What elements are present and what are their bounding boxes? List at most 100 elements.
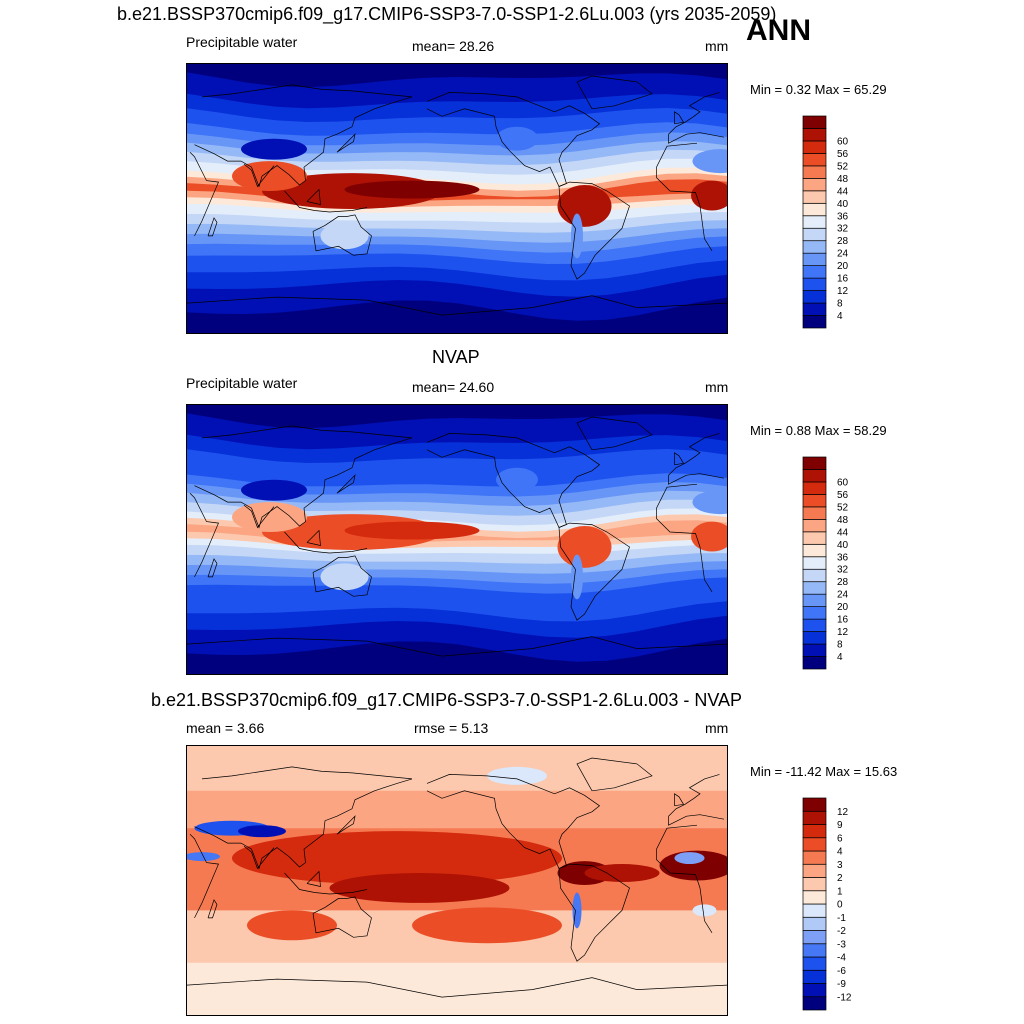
colorbar3-swatch xyxy=(802,903,827,918)
colorbar2-swatch xyxy=(802,631,827,645)
colorbar3-tick-label: 6 xyxy=(837,833,843,844)
panel2-map xyxy=(186,404,728,675)
field-contour-band xyxy=(187,962,727,1015)
colorbar2-swatch xyxy=(802,494,827,508)
coastline-segment xyxy=(201,766,720,817)
coastline-segment xyxy=(312,896,372,938)
colorbar2-swatch xyxy=(802,581,827,595)
colorbar1-swatch xyxy=(802,202,827,217)
coastline-segment xyxy=(243,163,275,188)
colorbar1-swatch xyxy=(802,227,827,242)
colorbar2-tick-label: 56 xyxy=(837,490,849,501)
field-warm-pool-core xyxy=(344,521,480,540)
colorbar3-tick-label: 12 xyxy=(837,807,849,818)
coastline-segment xyxy=(284,531,368,554)
coastline-segment xyxy=(306,529,321,546)
field-australia-dry xyxy=(320,222,369,250)
colorbar1-swatch xyxy=(802,128,827,142)
colorbar1-tick-label: 16 xyxy=(837,274,849,285)
field-tibet-dry xyxy=(241,479,307,501)
colorbar3-swatch xyxy=(802,916,827,931)
colorbar2-swatch xyxy=(802,618,827,632)
panel3-map xyxy=(186,745,728,1016)
field-warm-pool-core xyxy=(344,180,480,199)
colorbar3-swatch xyxy=(802,863,827,878)
field-diff-atlantic xyxy=(584,864,660,882)
colorbar2-swatch xyxy=(802,593,827,607)
colorbar3-swatch xyxy=(802,877,827,892)
colorbar3-swatch xyxy=(802,943,827,958)
colorbar3-tick-label: -6 xyxy=(837,966,846,977)
panel2-map-svg xyxy=(187,405,727,674)
colorbar1-tick-label: 44 xyxy=(837,186,849,197)
colorbar1-tick-label: 28 xyxy=(837,236,849,247)
field-africa-max xyxy=(691,521,727,552)
colorbar2-tick-label: 40 xyxy=(837,540,849,551)
colorbar3-tick-label: -4 xyxy=(837,953,846,964)
field-diff-indian-south xyxy=(247,910,337,941)
coastline-segment xyxy=(558,522,630,621)
coastline-segment xyxy=(194,778,725,870)
panel1-map-svg xyxy=(187,64,727,333)
colorbar2-swatch xyxy=(802,606,827,620)
colorbar1-swatch xyxy=(802,302,827,316)
coastline-segment xyxy=(194,96,725,188)
panel3-minmax-label: Min = -11.42 Max = 15.63 xyxy=(750,764,898,779)
coastline-segment xyxy=(201,425,720,476)
colorbar1-swatch xyxy=(802,277,827,291)
colorbar2-swatch xyxy=(802,506,827,520)
colorbar3-swatch xyxy=(802,996,827,1011)
colorbar3-swatch xyxy=(802,890,827,905)
panel2-minmax-label: Min = 0.88 Max = 58.29 xyxy=(750,423,887,438)
panel2-mean-label: mean= 24.60 xyxy=(412,379,495,395)
field-diff-himalaya-neg xyxy=(238,825,286,838)
colorbar1-swatch xyxy=(802,165,827,179)
field-sahara-dry xyxy=(692,149,727,174)
colorbar2-tick-label: 4 xyxy=(837,652,843,663)
colorbar3-tick-label: -12 xyxy=(837,992,852,1003)
panel2-title: NVAP xyxy=(432,347,480,367)
colorbar1-swatch xyxy=(802,153,827,167)
coastline-segment xyxy=(674,793,685,807)
panel1-colorbar: 4 8 12 16 20 24 28 32 36 40 44 48 52 56 60 xyxy=(802,115,849,329)
colorbar2-swatch xyxy=(802,543,827,558)
colorbar1-swatch xyxy=(802,215,827,229)
colorbar2-tick-label: 36 xyxy=(837,552,849,563)
field-rockies-dry xyxy=(496,126,538,151)
coastline-segment xyxy=(187,636,727,657)
colorbar3-swatch xyxy=(802,930,827,945)
field-africa-max xyxy=(691,180,727,211)
coastline-segment xyxy=(201,84,720,135)
coastline-segment xyxy=(207,558,218,578)
coastline-segment xyxy=(207,899,218,919)
panel1-minmax-label: Min = 0.32 Max = 65.29 xyxy=(750,82,887,97)
colorbar3-swatch xyxy=(802,837,827,852)
colorbar2-swatch xyxy=(802,643,827,657)
panel3-mean-label: mean = 3.66 xyxy=(186,720,265,736)
coastline-segment xyxy=(207,217,218,237)
coastline-segment xyxy=(306,188,321,205)
colorbar1-swatch xyxy=(802,290,827,304)
panel2-colorbar: 4 8 12 16 20 24 28 32 36 40 44 48 52 56 60 xyxy=(802,456,849,670)
colorbar3-swatch xyxy=(802,983,827,998)
field-sahara-dry xyxy=(692,490,727,515)
colorbar2-swatch xyxy=(802,556,827,570)
coastline-segment xyxy=(243,504,275,529)
panel1-variable-label: Precipitable water xyxy=(186,34,298,50)
colorbar1-tick-label: 20 xyxy=(837,261,849,272)
colorbar2-tick-label: 16 xyxy=(837,615,849,626)
colorbar2-swatch xyxy=(802,469,827,483)
colorbar1-swatch xyxy=(802,252,827,266)
coastline-segment xyxy=(189,142,713,251)
panel3-rmse-label: rmse = 5.13 xyxy=(414,720,489,736)
coastline-segment xyxy=(187,977,727,998)
colorbar1-swatch xyxy=(802,315,827,329)
colorbar3-tick-label: -9 xyxy=(837,979,846,990)
field-rockies-dry xyxy=(496,467,538,492)
panel1-map xyxy=(186,63,728,334)
colorbar3-tick-label: -3 xyxy=(837,939,846,950)
panel3-map-svg xyxy=(187,746,727,1015)
colorbar1-swatch xyxy=(802,240,827,254)
colorbar3-tick-label: 0 xyxy=(837,900,843,911)
